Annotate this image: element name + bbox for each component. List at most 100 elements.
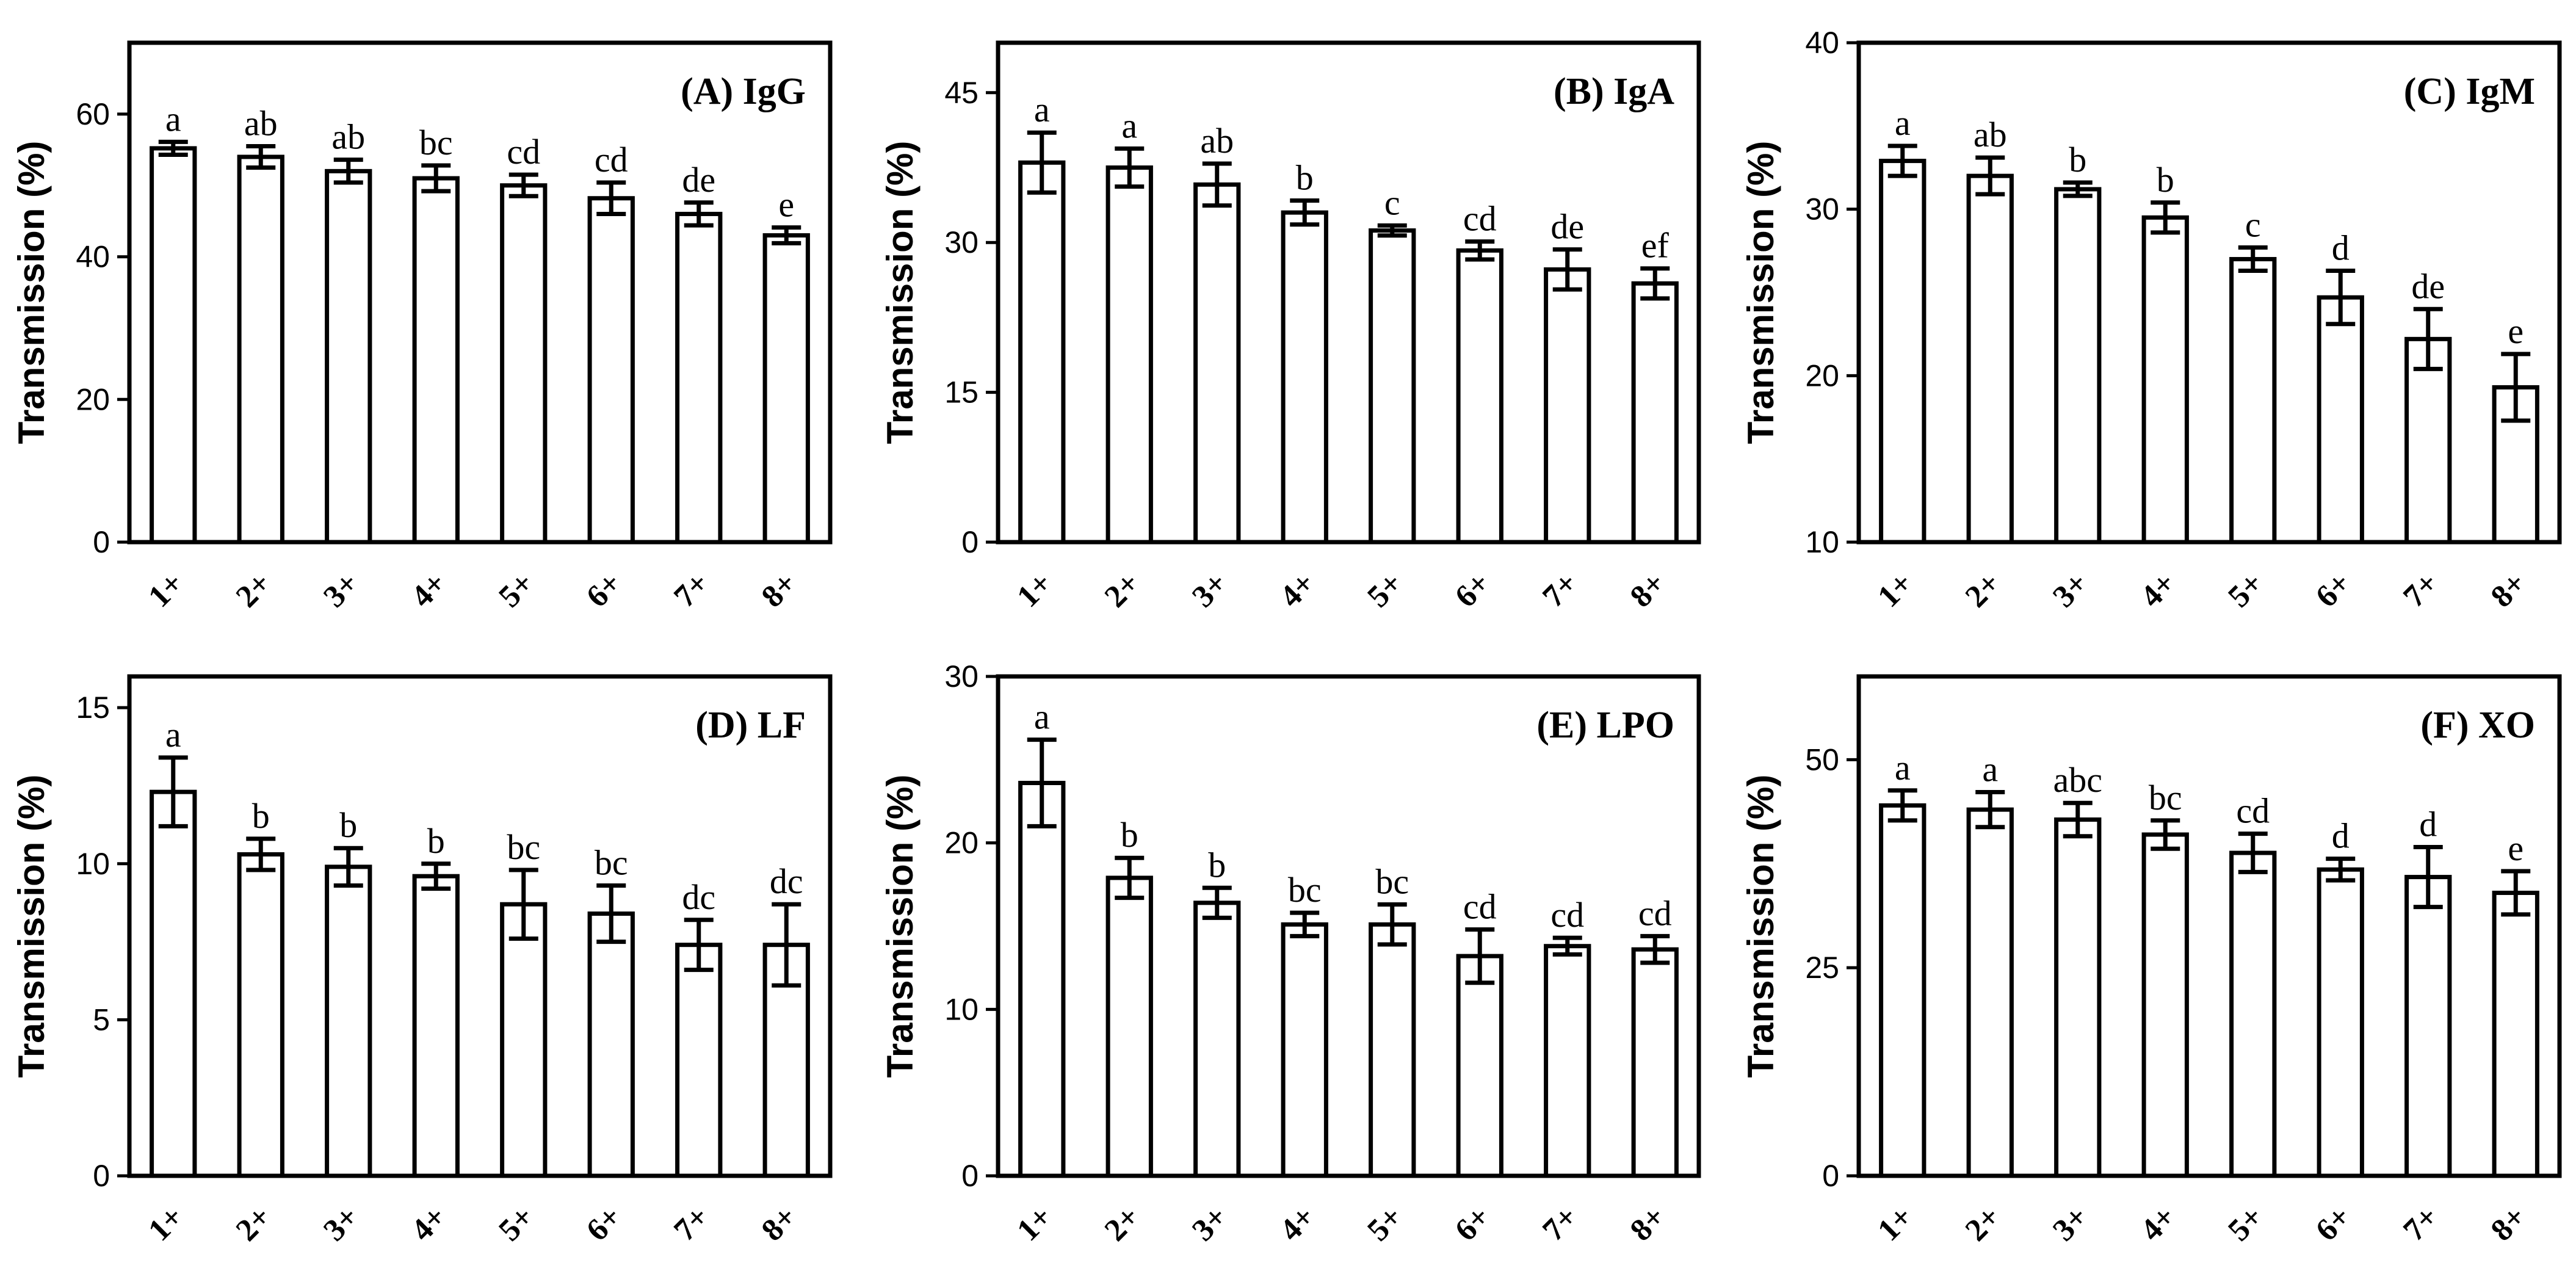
error-bar	[1115, 146, 1145, 189]
bar	[1456, 248, 1503, 545]
x-tick-label: 3+	[1185, 566, 1234, 615]
bar	[1369, 922, 1416, 1178]
error-bar	[2151, 818, 2180, 851]
y-tick-label: 25	[1805, 951, 1839, 985]
bar	[1281, 922, 1328, 1178]
error-bar	[596, 883, 626, 944]
bar	[150, 789, 197, 1178]
significance-letter: bc	[419, 123, 453, 162]
significance-letter: a	[1034, 697, 1050, 737]
x-tick-label: 7+	[2397, 566, 2445, 615]
y-tick-label: 15	[76, 690, 110, 725]
bar	[150, 146, 197, 545]
error-bar	[2238, 245, 2268, 274]
chart-panel-3: 10 20 30 40 Transmission (%) a 1+ ab 2+ b 3+ b 4+ c 5+…	[1740, 26, 2562, 615]
error-bar	[684, 918, 714, 973]
significance-letter: a	[1982, 750, 1998, 789]
significance-letter: cd	[2236, 791, 2270, 831]
error-bar	[508, 172, 538, 198]
significance-letter: e	[2508, 311, 2524, 351]
y-tick-label: 40	[1805, 26, 1839, 60]
x-tick-label: 5+	[492, 566, 541, 615]
error-bar	[1377, 223, 1407, 238]
significance-letter: dc	[682, 877, 715, 917]
x-tick-label: 8+	[1624, 566, 1673, 615]
error-bar	[1202, 885, 1232, 920]
bar	[1966, 173, 2014, 545]
bar	[1456, 954, 1503, 1178]
significance-letter: d	[2332, 816, 2350, 856]
y-axis-title: Transmission (%)	[11, 141, 52, 444]
y-tick-label: 15	[944, 375, 979, 410]
error-bar	[246, 143, 276, 170]
significance-letter: e	[778, 185, 794, 225]
x-tick-label: 8+	[2484, 1200, 2533, 1248]
bar	[412, 874, 460, 1178]
y-tick-label: 30	[944, 225, 979, 259]
error-bar	[2063, 180, 2093, 198]
bar	[587, 911, 635, 1178]
error-bar	[2501, 352, 2531, 423]
x-tick-label: 1+	[1010, 566, 1059, 615]
error-bar	[2326, 857, 2356, 883]
significance-letter: a	[1895, 748, 1911, 788]
y-tick-label: 20	[1805, 358, 1839, 393]
x-tick-label: 4+	[2134, 566, 2183, 615]
x-tick-label: 7+	[667, 1200, 716, 1248]
y-tick-label: 0	[1822, 1159, 1839, 1193]
x-tick-label: 5+	[492, 1200, 541, 1248]
bar	[1879, 803, 1927, 1178]
error-bar	[1115, 855, 1145, 900]
bar	[2229, 256, 2277, 545]
error-bar	[1202, 161, 1232, 208]
error-bar	[1975, 155, 2005, 197]
x-tick-label: 3+	[2046, 566, 2095, 615]
plot-frame	[1856, 674, 2562, 1178]
error-bar	[1290, 198, 1320, 227]
bar	[325, 168, 372, 545]
x-tick-label: 3+	[1185, 1200, 1234, 1248]
plot-frame	[1856, 40, 2562, 545]
x-tick-label: 2+	[1098, 1200, 1147, 1248]
x-tick-label: 6+	[2309, 566, 2358, 615]
error-bar	[1887, 143, 1917, 178]
bar	[675, 943, 723, 1178]
error-bar	[2151, 200, 2180, 235]
panel-title: (E) LPO	[1536, 705, 1674, 746]
bar	[1369, 228, 1416, 545]
y-tick-label: 10	[1805, 525, 1839, 559]
significance-letter: a	[1121, 106, 1137, 145]
x-tick-label: 1+	[1871, 566, 1920, 615]
x-tick-label: 7+	[1536, 1200, 1585, 1248]
x-tick-label: 8+	[755, 1200, 804, 1248]
y-tick-label: 50	[1805, 742, 1839, 777]
significance-letter: dc	[770, 861, 803, 901]
x-tick-label: 6+	[580, 566, 629, 615]
significance-letter: cd	[507, 132, 540, 172]
x-tick-label: 7+	[667, 566, 716, 615]
significance-letter: a	[165, 715, 181, 755]
bar	[2492, 890, 2539, 1178]
y-tick-label: 10	[944, 992, 979, 1026]
significance-letter: cd	[1638, 893, 1672, 933]
error-bar	[2413, 844, 2443, 910]
bar	[325, 864, 372, 1178]
error-bar	[1552, 247, 1582, 292]
error-bar	[1377, 902, 1407, 947]
x-tick-label: 2+	[1959, 1200, 2008, 1248]
y-tick-label: 20	[944, 826, 979, 860]
x-tick-label: 4+	[2134, 1200, 2183, 1248]
error-bar	[508, 868, 538, 941]
x-tick-label: 7+	[2397, 1200, 2445, 1248]
chart-panel-1: 0 20 40 60 Transmission (%) a 1+ ab 2+ ab 3+ bc 4+ cd…	[11, 40, 833, 615]
y-axis-title: Transmission (%)	[880, 775, 921, 1078]
plot-frame	[996, 674, 1701, 1178]
bar	[1631, 947, 1679, 1178]
significance-letter: b	[339, 805, 357, 845]
error-bar	[1465, 239, 1495, 262]
bar	[237, 852, 284, 1178]
bar	[2141, 215, 2189, 545]
error-bar	[1887, 788, 1917, 823]
bar	[1105, 875, 1153, 1178]
